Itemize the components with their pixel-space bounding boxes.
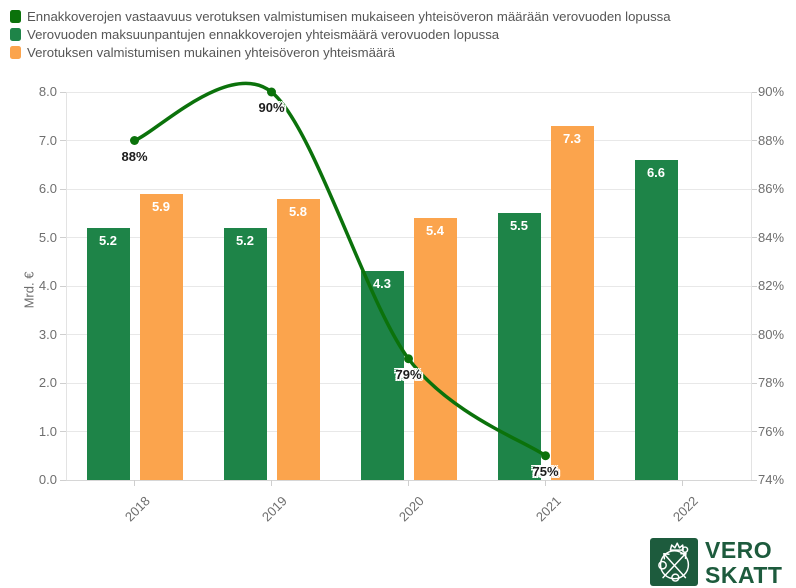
y-axis-right-label: 90% bbox=[758, 84, 785, 99]
line-point[interactable] bbox=[404, 354, 413, 364]
bar-green[interactable] bbox=[497, 213, 541, 480]
y-axis-right-label: 86% bbox=[758, 181, 785, 196]
bar-orange[interactable] bbox=[413, 218, 457, 480]
y-axis-title: Mrd. € bbox=[21, 271, 37, 309]
gridline bbox=[66, 140, 751, 141]
x-axis-tick bbox=[682, 480, 683, 486]
left-axis-tick bbox=[60, 188, 66, 190]
y-axis-right-label: 74% bbox=[758, 472, 785, 487]
y-axis-right-label: 82% bbox=[758, 278, 785, 293]
legend-label: Verotuksen valmistumisen mukainen yhteis… bbox=[27, 44, 395, 60]
y-axis-right-label: 76% bbox=[758, 423, 785, 439]
legend-item-orange-bar[interactable]: Verotuksen valmistumisen mukainen yhteis… bbox=[10, 43, 671, 61]
x-axis-label: 2020 bbox=[395, 493, 427, 525]
legend-item-green-bar[interactable]: Verovuoden maksuunpantujen ennakkoveroje… bbox=[10, 25, 671, 43]
y-axis-left-label: 1.0 bbox=[38, 423, 57, 439]
right-axis-tick bbox=[751, 285, 757, 287]
right-axis-tick bbox=[751, 91, 757, 93]
bar-value-label: 5.2 bbox=[98, 232, 118, 248]
right-axis-tick bbox=[751, 479, 757, 481]
bar-value-label: 5.9 bbox=[151, 198, 171, 214]
line-point-label: 88% bbox=[121, 148, 148, 164]
x-axis-tick bbox=[134, 480, 135, 486]
bar-value-label: 4.3 bbox=[372, 276, 392, 292]
vero-emblem-icon bbox=[650, 538, 698, 586]
y-axis-left-label: 2.0 bbox=[38, 375, 57, 390]
bar-value-label: 5.8 bbox=[288, 203, 308, 219]
bar-value-label: 6.6 bbox=[646, 164, 666, 180]
vero-skatt-logo: VERO SKATT bbox=[650, 538, 782, 587]
legend-marker-orange-bar-icon bbox=[10, 45, 21, 59]
bar-green[interactable] bbox=[634, 159, 678, 480]
left-axis-line bbox=[66, 92, 67, 480]
left-axis-tick bbox=[60, 431, 66, 432]
legend-marker-line-icon bbox=[10, 9, 21, 23]
x-axis-label: 2021 bbox=[532, 493, 564, 525]
left-axis-tick bbox=[60, 237, 66, 238]
x-axis-label: 2018 bbox=[121, 493, 153, 525]
y-axis-left-label: 8.0 bbox=[38, 84, 57, 99]
left-axis-tick bbox=[60, 334, 66, 335]
bar-value-label: 5.2 bbox=[235, 232, 255, 248]
y-axis-right-label: 88% bbox=[758, 132, 785, 148]
left-axis-tick bbox=[60, 479, 66, 481]
bar-orange[interactable] bbox=[276, 198, 320, 480]
y-axis-left-label: 7.0 bbox=[38, 132, 57, 148]
right-axis-tick bbox=[751, 188, 757, 190]
bar-orange[interactable] bbox=[139, 193, 183, 480]
bar-green[interactable] bbox=[86, 227, 130, 480]
legend: Ennakkoverojen vastaavuus verotuksen val… bbox=[10, 7, 671, 61]
line-point-label: 75% bbox=[532, 463, 559, 479]
x-axis-tick bbox=[271, 480, 272, 486]
x-axis-label: 2019 bbox=[258, 493, 290, 525]
bar-value-label: 5.5 bbox=[509, 218, 529, 234]
right-axis-tick bbox=[751, 431, 757, 432]
logo-text-vero: VERO bbox=[705, 537, 773, 563]
left-axis-tick bbox=[60, 285, 66, 287]
bar-value-label: 7.3 bbox=[562, 130, 582, 146]
left-axis-tick bbox=[60, 91, 66, 93]
right-axis-tick bbox=[751, 237, 757, 238]
left-axis-tick bbox=[60, 382, 66, 384]
y-axis-left-label: 6.0 bbox=[38, 181, 57, 196]
right-axis-tick bbox=[751, 140, 757, 141]
y-axis-right-label: 78% bbox=[758, 375, 785, 390]
legend-label: Ennakkoverojen vastaavuus verotuksen val… bbox=[27, 8, 671, 24]
y-axis-left-label: 0.0 bbox=[38, 472, 57, 487]
y-axis-right-label: 84% bbox=[758, 229, 785, 245]
legend-label: Verovuoden maksuunpantujen ennakkoveroje… bbox=[27, 26, 500, 42]
y-axis-left-label: 3.0 bbox=[38, 326, 57, 342]
legend-marker-green-bar-icon bbox=[10, 27, 21, 41]
right-axis-tick bbox=[751, 334, 757, 335]
line-point[interactable] bbox=[541, 451, 550, 461]
legend-item-line[interactable]: Ennakkoverojen vastaavuus verotuksen val… bbox=[10, 7, 671, 25]
bar-value-label: 5.4 bbox=[425, 223, 445, 239]
combo-chart: 0.0 74% 1.0 76% 2.0 78% 3.0 80% 4.0 82% 5.0 84% 6.0 8… bbox=[38, 81, 785, 525]
y-axis-right-label: 80% bbox=[758, 326, 785, 342]
bar-orange[interactable] bbox=[550, 125, 594, 480]
line-point-label: 90% bbox=[258, 100, 285, 115]
y-axis-left-label: 4.0 bbox=[38, 278, 57, 293]
left-axis-tick bbox=[60, 140, 66, 141]
y-axis-left-label: 5.0 bbox=[38, 229, 57, 245]
line-point-label: 79% bbox=[395, 366, 422, 382]
gridline bbox=[66, 91, 751, 93]
right-axis-line bbox=[751, 92, 752, 480]
x-axis-tick bbox=[545, 480, 546, 486]
bar-green[interactable] bbox=[223, 227, 267, 480]
right-axis-tick bbox=[751, 382, 757, 384]
x-axis-tick bbox=[408, 480, 409, 486]
